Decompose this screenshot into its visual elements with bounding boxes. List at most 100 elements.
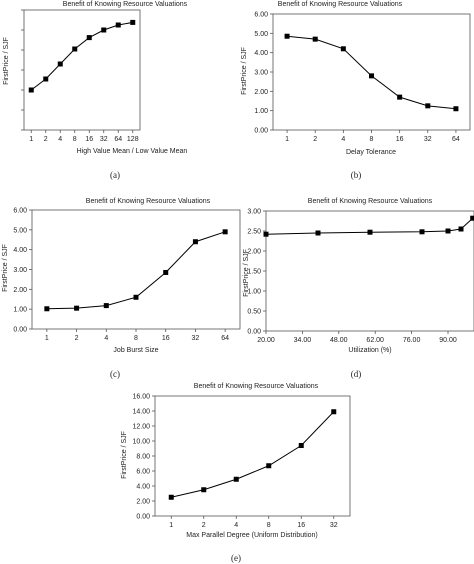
y-tick-label: 16.00	[132, 394, 150, 401]
x-axis-label: Utilization (%)	[348, 347, 391, 354]
data-point	[263, 231, 269, 237]
data-point	[72, 46, 78, 52]
data-point	[298, 443, 304, 448]
plot-frame	[154, 395, 351, 517]
x-tick-label: 90.00	[439, 337, 457, 344]
chart-c: Benefit of Knowing Resource Valuations F…	[2, 198, 241, 354]
x-axis-label: Max Parallel Degree (Uniform Distributio…	[186, 532, 318, 539]
x-tick-label: 4	[341, 136, 345, 143]
x-tick-label: 16	[85, 136, 93, 143]
x-tick-label: 1	[45, 335, 49, 342]
plot-frame	[272, 13, 471, 131]
y-tick-label: 0.00	[247, 329, 261, 336]
y-tick-label: 2.00	[254, 89, 268, 96]
x-tick-label: 1	[169, 522, 173, 529]
x-tick-label: 2	[313, 136, 317, 143]
data-point	[44, 306, 50, 312]
y-tick-label: 12.00	[132, 424, 150, 431]
plot-area: 1 2 4 8 16 32 64 128	[21, 9, 141, 143]
data-point	[101, 27, 107, 33]
data-point	[133, 294, 139, 300]
x-tick-label: 64	[114, 136, 122, 143]
data-point	[425, 103, 431, 109]
y-tick-label: 5.00	[13, 227, 27, 234]
y-axis-label: FirstPrice / SJF	[121, 431, 128, 479]
data-point	[43, 76, 49, 82]
y-tick-label: 3.00	[247, 209, 261, 216]
data-point	[163, 269, 169, 275]
x-tick-label: 48.00	[330, 337, 348, 344]
x-tick-label: 64	[452, 136, 460, 143]
plot-area: 0.00 0.50 1.00 1.50 2.00 2.50 3.00 20.00 34.00 48…	[247, 209, 474, 344]
x-tick-label: 32	[424, 136, 432, 143]
x-tick-label: 8	[370, 136, 374, 143]
y-tick-label: 3.00	[254, 70, 268, 77]
data-point	[367, 229, 373, 235]
data-point	[312, 36, 318, 42]
chart-title: Benefit of Knowing Resource Valuations	[86, 198, 211, 205]
data-point	[284, 33, 290, 39]
y-tick-label: 0.00	[136, 514, 150, 521]
data-point	[331, 409, 337, 415]
y-tick-label: 4.00	[136, 484, 150, 491]
y-tick-label: 1.50	[247, 269, 261, 276]
chart-title: Benefit of Knowing Resource Valuations	[308, 198, 433, 205]
data-point	[397, 94, 403, 100]
y-tick-label: 6.00	[13, 208, 27, 215]
data-point	[130, 19, 136, 25]
chart-e: Benefit of Knowing Resource Valuations F…	[121, 383, 351, 539]
chart-title: Benefit of Knowing Resource Valuations	[278, 1, 403, 8]
x-tick-label: 8	[73, 136, 77, 143]
x-tick-label: 64	[221, 335, 229, 342]
figure-caption-b: (b)	[350, 170, 362, 180]
x-tick-label: 32	[192, 335, 200, 342]
plot-frame	[31, 209, 241, 330]
y-tick-label: 1.00	[247, 289, 261, 296]
data-point	[74, 305, 80, 311]
x-tick-label: 4	[58, 136, 62, 143]
x-tick-label: 1	[285, 136, 289, 143]
x-tick-label: 4	[234, 522, 238, 529]
x-tick-label: 76.00	[403, 337, 421, 344]
y-tick-label: 1.00	[254, 108, 268, 115]
data-point	[266, 463, 272, 469]
x-axis-label: High Value Mean / Low Value Mean	[77, 148, 188, 155]
data-point	[458, 226, 464, 232]
chart-a: Benefit of Knowing Resource Valuations F…	[3, 1, 188, 155]
x-tick-label: 16	[162, 335, 170, 342]
y-axis-label: FirstPrice / SJF	[243, 249, 250, 297]
data-point	[57, 61, 63, 67]
x-axis-label: Job Burst Size	[113, 347, 158, 354]
y-axis-label: FirstPrice / SJF	[2, 244, 9, 292]
y-tick-label: 6.00	[254, 12, 268, 19]
data-point	[233, 476, 239, 482]
x-tick-label: 2	[202, 522, 206, 529]
x-tick-label: 2	[44, 136, 48, 143]
x-tick-label: 20.00	[257, 337, 275, 344]
x-tick-label: 16	[396, 136, 404, 143]
series-line	[171, 411, 335, 498]
x-tick-label: 2	[75, 335, 79, 342]
y-tick-label: 2.00	[136, 499, 150, 506]
chart-title: Benefit of Knowing Resource Valuations	[194, 383, 319, 390]
x-tick-label: 4	[104, 335, 108, 342]
data-point	[419, 229, 425, 235]
x-tick-label: 32	[100, 136, 108, 143]
y-tick-label: 14.00	[132, 409, 150, 416]
y-tick-label: 3.00	[13, 267, 27, 274]
data-point	[445, 228, 451, 234]
data-point	[340, 46, 346, 52]
x-tick-label: 8	[267, 522, 271, 529]
figure-caption-e: (e)	[231, 553, 241, 563]
x-tick-label: 1	[29, 136, 33, 143]
chart-title: Benefit of Knowing Resource Valuations	[63, 1, 188, 8]
chart-d: Benefit of Knowing Resource Valuations F…	[243, 198, 474, 354]
data-point	[28, 87, 34, 93]
data-point	[315, 230, 321, 236]
y-tick-label: 2.00	[247, 249, 261, 256]
data-point	[470, 215, 474, 221]
data-point	[192, 239, 198, 245]
y-tick-label: 0.00	[13, 327, 27, 334]
y-axis-label: FirstPrice / SJF	[241, 47, 248, 95]
